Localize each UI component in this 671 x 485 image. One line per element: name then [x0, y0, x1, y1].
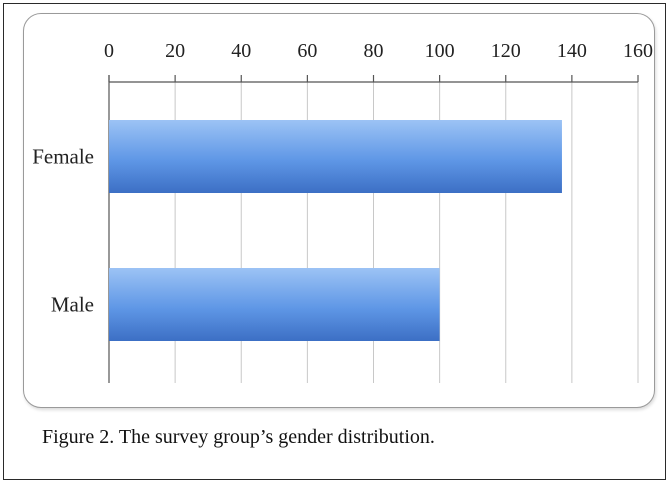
x-tick-label: 60 — [297, 40, 317, 62]
category-label: Female — [32, 145, 94, 169]
figure-caption: Figure 2. The survey group’s gender dist… — [42, 426, 435, 448]
x-tick-label: 80 — [364, 40, 384, 62]
chart-panel — [23, 13, 655, 408]
x-tick-label: 40 — [231, 40, 251, 62]
bar-male — [109, 268, 440, 341]
x-tick-label: 120 — [491, 40, 521, 62]
category-label: Male — [51, 293, 94, 317]
x-tick-label: 20 — [165, 40, 185, 62]
bar-female — [109, 120, 562, 193]
x-tick-label: 100 — [425, 40, 455, 62]
x-tick-label: 0 — [104, 40, 114, 62]
x-tick-label: 140 — [557, 40, 587, 62]
x-tick-label: 160 — [623, 40, 653, 62]
